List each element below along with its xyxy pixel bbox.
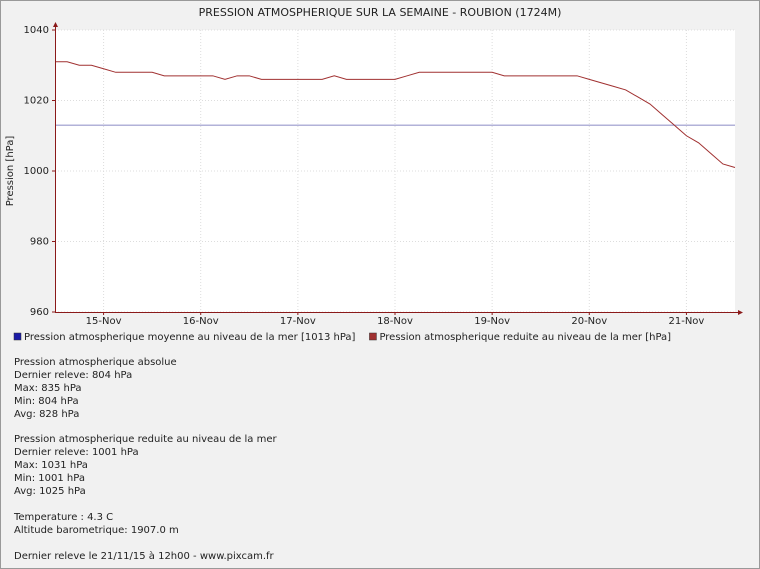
y-tick-label: 1040 [24,25,49,36]
y-tick-label: 1020 [24,96,49,107]
x-tick-label: 15-Nov [86,316,122,327]
info-line: Avg: 1025 hPa [14,486,86,497]
x-tick-label: 19-Nov [474,316,510,327]
info-line: Min: 804 hPa [14,396,79,407]
x-tick-label: 20-Nov [571,316,607,327]
x-tick-label: 21-Nov [668,316,704,327]
y-axis-arrow [53,22,58,27]
info-line: Dernier releve: 804 hPa [14,370,132,381]
x-tick-label: 16-Nov [183,316,219,327]
info-line: Max: 1031 hPa [14,460,88,471]
x-tick-label: 18-Nov [377,316,413,327]
y-tick-label: 1000 [24,166,49,177]
chart-title: PRESSION ATMOSPHERIQUE SUR LA SEMAINE - … [199,6,562,19]
info-line: Max: 835 hPa [14,383,82,394]
x-tick-label: 17-Nov [280,316,316,327]
info-line: Avg: 828 hPa [14,409,79,420]
info-line: Pression atmospherique absolue [14,357,177,368]
legend-swatch [369,332,377,341]
legend-label: Pression atmospherique reduite au niveau… [379,332,671,343]
y-tick-label: 960 [30,307,49,318]
legend-label: Pression atmospherique moyenne au niveau… [24,332,356,343]
info-line: Dernier releve le 21/11/15 à 12h00 - www… [14,550,275,562]
info-line: Pression atmospherique reduite au niveau… [14,434,277,445]
y-tick-label: 980 [30,237,49,248]
legend-swatch [13,332,22,341]
info-line: Altitude barometrique: 1907.0 m [14,525,179,536]
info-line: Dernier releve: 1001 hPa [14,447,139,458]
info-line: Temperature : 4.3 C [13,512,113,523]
x-axis-arrow [738,310,743,315]
info-line: Min: 1001 hPa [14,473,85,484]
y-axis-label: Pression [hPa] [5,136,16,207]
data-line [55,61,736,168]
